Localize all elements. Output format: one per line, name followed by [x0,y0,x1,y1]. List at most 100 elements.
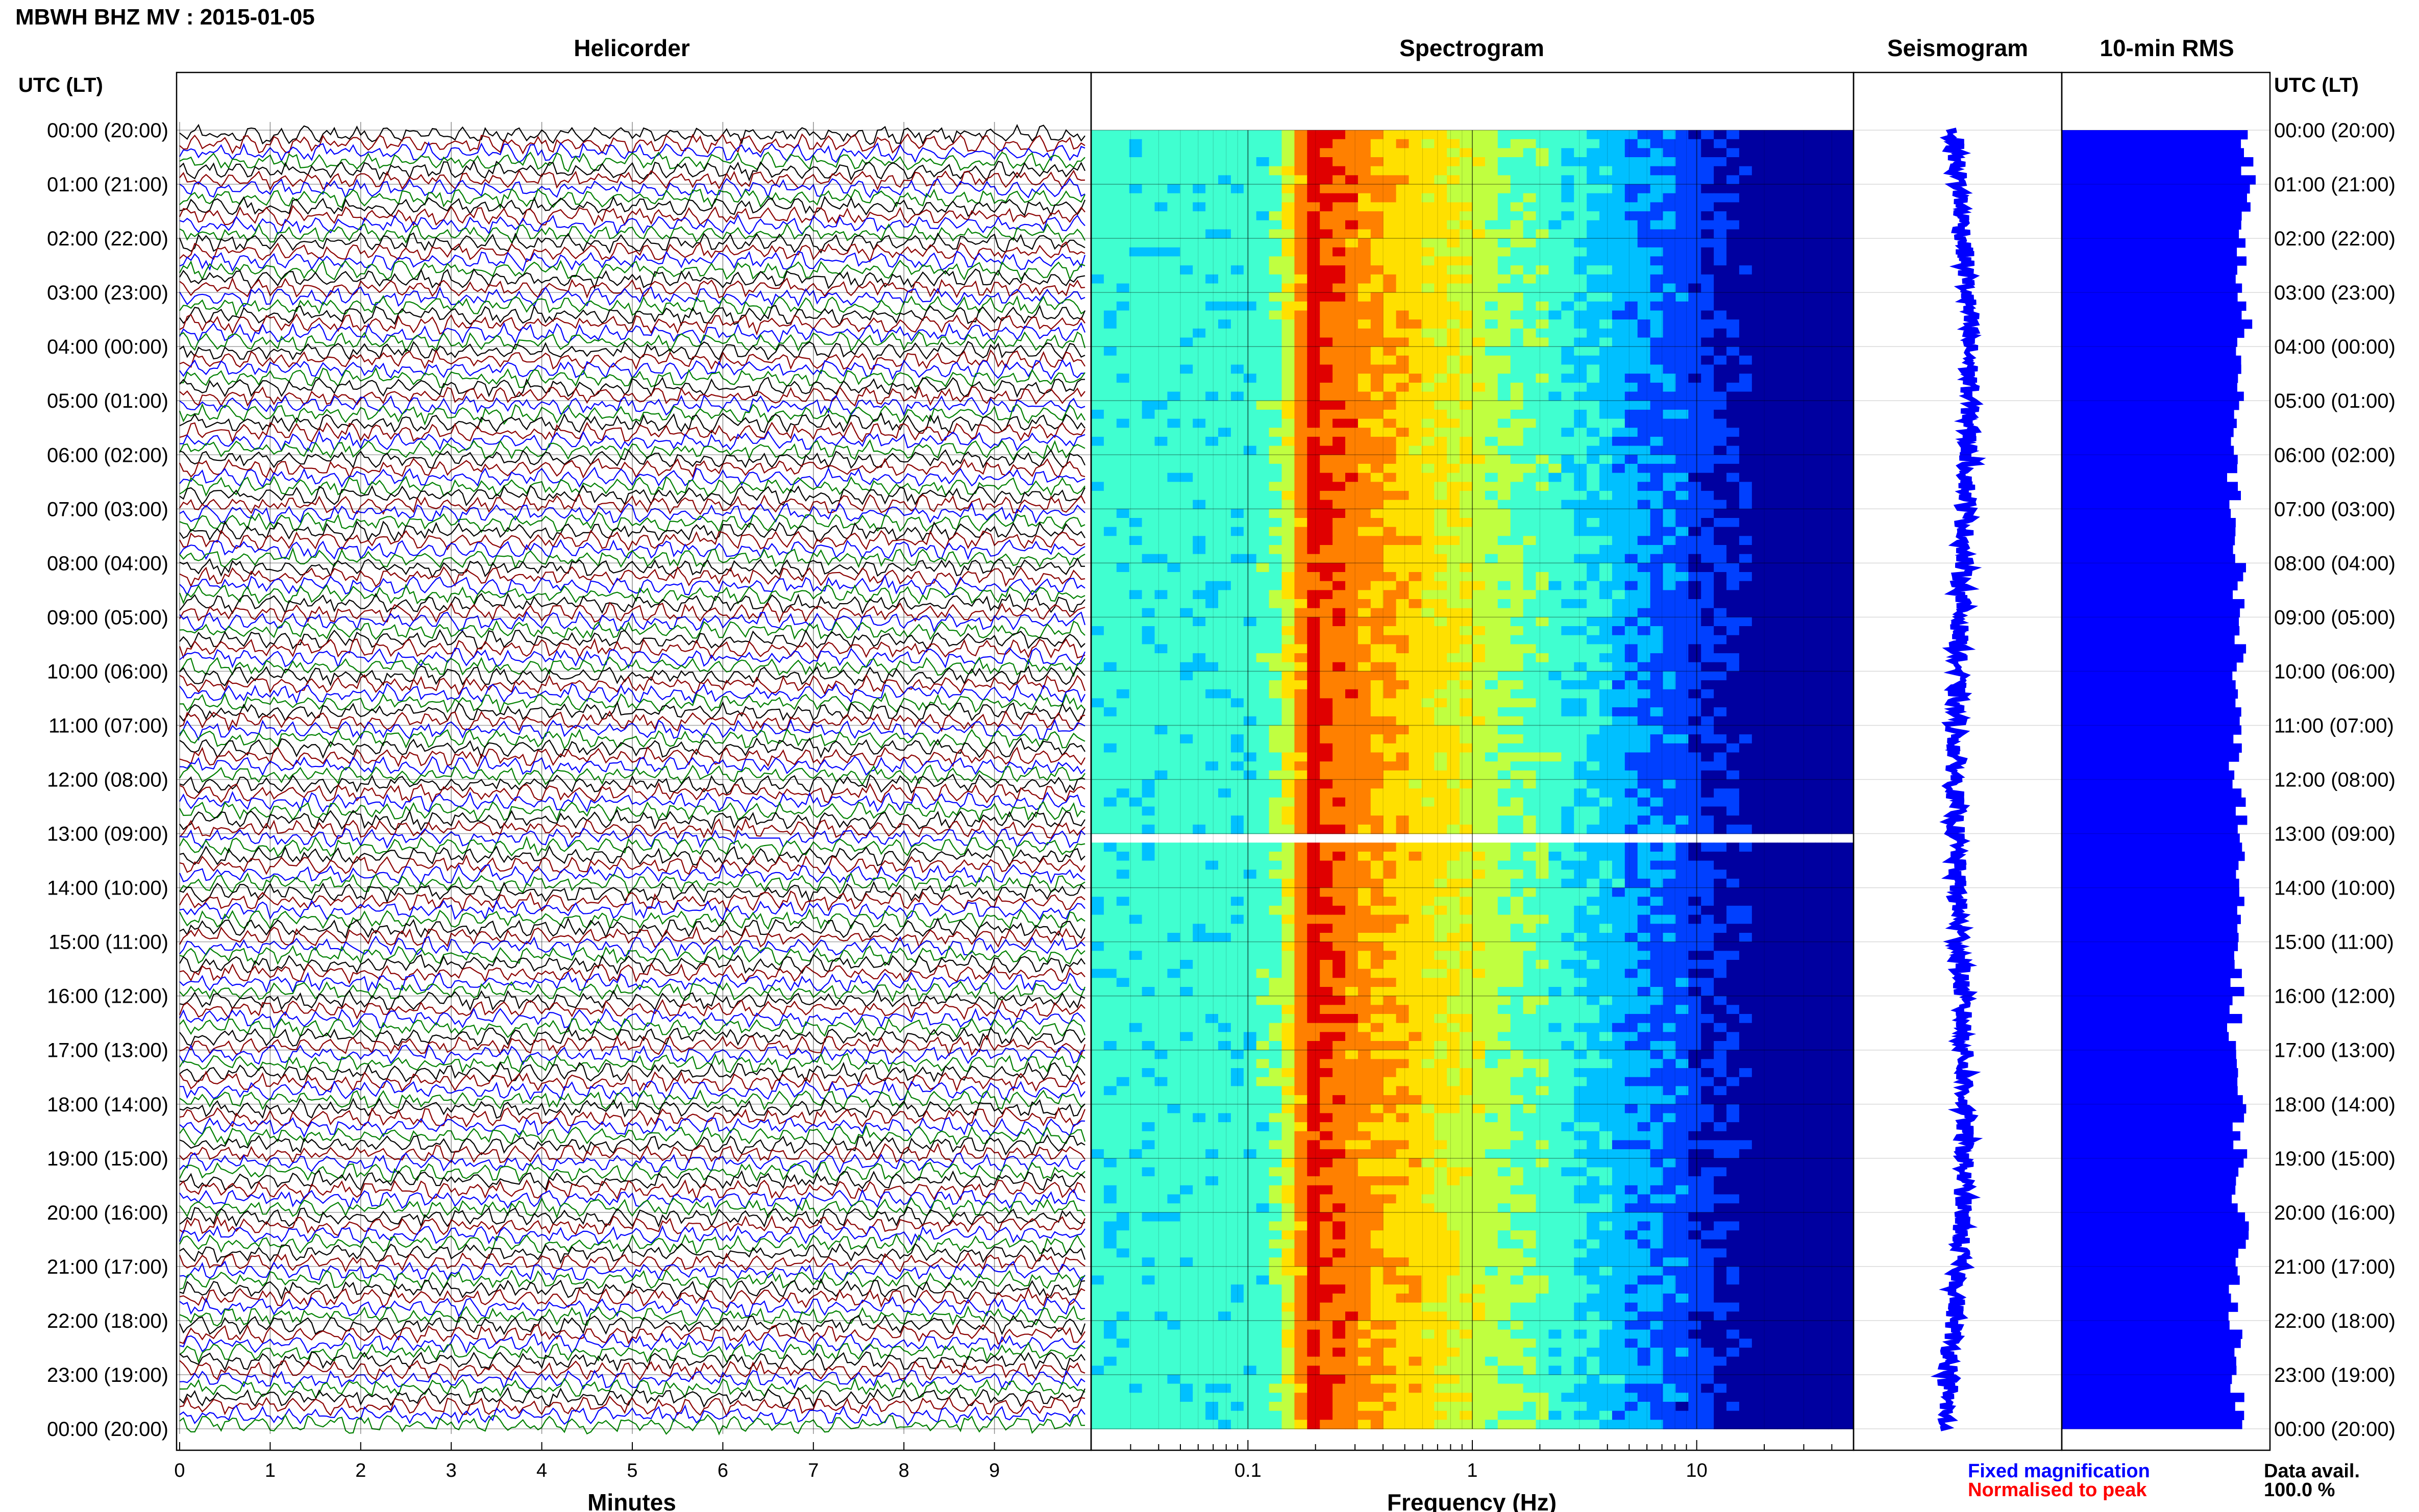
spectrogram-cell [1294,238,1308,248]
spectrogram-cell [1396,707,1410,717]
spectrogram-cell [1701,716,1714,726]
spectrogram-cell [1599,563,1613,573]
spectrogram-cell [1154,319,1168,329]
spectrogram-cell [1142,193,1155,203]
spectrogram-cell [1726,572,1740,582]
spectrogram-cell [1205,870,1219,879]
spectrogram-cell [1167,301,1181,311]
spectrogram-cell [1574,644,1587,654]
spectrogram-cell [1497,130,1511,140]
spectrogram-cell [1091,283,1104,293]
spectrogram-cell [1193,374,1206,383]
spectrogram-cell [1815,355,1829,365]
spectrogram-cell [1154,563,1168,573]
spectrogram-cell [1726,860,1740,871]
spectrogram-cell [1320,806,1333,816]
spectrogram-cell [1256,878,1270,888]
spectrogram-cell [1345,139,1359,149]
spectrogram-cell [1612,842,1625,852]
spectrogram-cell [1370,436,1384,447]
spectrogram-cell [1332,301,1346,311]
spectrogram-cell [1790,662,1804,672]
spectrogram-cell [1561,445,1574,456]
spectrogram-cell [1587,319,1600,329]
spectrogram-cell [1675,671,1689,681]
spectrogram-cell [1624,274,1638,284]
spectrogram-cell [1828,725,1841,735]
spectrogram-cell [1510,509,1524,518]
spectrogram-cell [1675,797,1689,807]
spectrogram-cell [1777,374,1791,383]
spectrogram-cell [1701,202,1714,212]
spectrogram-cell [1497,436,1511,447]
spectrogram-cell [1714,202,1727,212]
spectrogram-cell [1154,310,1168,320]
spectrogram-cell [1307,860,1320,871]
spectrogram-cell [1460,860,1473,871]
spectrogram-cell [1230,473,1244,483]
spectrogram-cell [1116,536,1130,546]
spectrogram-cell [1472,418,1486,429]
spectrogram-cell [1764,346,1778,356]
spectrogram-cell [1497,806,1511,816]
spectrogram-cell [1129,887,1143,898]
spectrogram-cell [1345,473,1359,483]
spectrogram-cell [1460,851,1473,861]
spectrogram-cell [1751,265,1765,275]
spectrogram-cell [1574,842,1587,852]
spectrogram-cell [1485,563,1498,573]
spectrogram-cell [1332,428,1346,437]
spectrogram-cell [1396,310,1410,320]
spectrogram-cell [1142,860,1155,871]
spectrogram-cell [1828,247,1841,257]
spectrogram-cell [1815,554,1829,564]
spectrogram-cell [1167,590,1181,600]
spectrogram-cell [1675,490,1689,501]
spectrogram-cell [1294,518,1308,528]
spectrogram-cell [1396,428,1410,437]
spectrogram-cell [1497,500,1511,510]
spectrogram-cell [1294,374,1308,383]
spectrogram-cell [1421,382,1435,392]
spectrogram-cell [1434,274,1447,284]
spectrogram-cell [1230,455,1244,464]
spectrogram-cell [1675,184,1689,194]
spectrogram-cell [1497,319,1511,329]
spectrogram-cell [1790,211,1804,221]
spectrogram-cell [1421,202,1435,212]
spectrogram-cell [1472,256,1486,266]
spectrogram-cell [1205,184,1219,194]
spectrogram-cell [1624,436,1638,447]
spectrogram-cell [1803,490,1816,501]
spectrogram-cell [1396,274,1410,284]
spectrogram-cell [1637,346,1651,356]
spectrogram-cell [1332,788,1346,798]
spectrogram-cell [1472,229,1486,239]
spectrogram-cell [1243,563,1257,573]
spectrogram-cell [1281,870,1295,879]
spectrogram-cell [1230,716,1244,726]
spectrogram-cell [1142,482,1155,491]
spectrogram-cell [1777,346,1791,356]
spectrogram-cell [1726,563,1740,573]
spectrogram-cell [1828,184,1841,194]
spectrogram-cell [1523,428,1537,437]
spectrogram-cell [1167,211,1181,221]
spectrogram-cell [1205,473,1219,483]
spectrogram-cell [1447,428,1460,437]
spectrogram-cell [1803,364,1816,374]
spectrogram-cell [1548,662,1562,672]
spectrogram-cell [1256,391,1270,401]
spectrogram-cell [1154,401,1168,410]
spectrogram-cell [1129,346,1143,356]
spectrogram-cell [1815,797,1829,807]
spectrogram-cell [1561,680,1574,690]
spectrogram-cell [1637,545,1651,555]
spectrogram-cell [1624,635,1638,645]
spectrogram-cell [1116,797,1130,807]
spectrogram-cell [1637,725,1651,735]
spectrogram-cell [1815,274,1829,284]
spectrogram-cell [1345,490,1359,501]
spectrogram-cell [1434,581,1447,591]
spectrogram-cell [1421,418,1435,429]
